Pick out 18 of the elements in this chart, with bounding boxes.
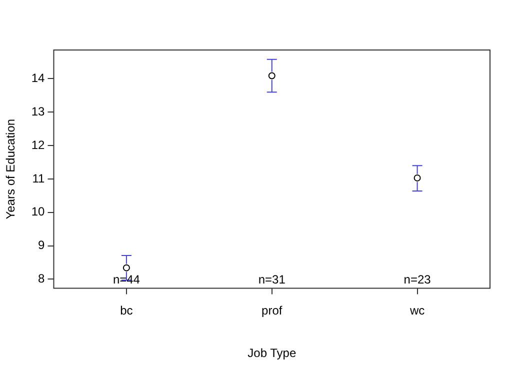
y-tick-label: 9 xyxy=(38,238,46,252)
y-tick-label: 10 xyxy=(31,204,46,219)
y-tick-label: 11 xyxy=(32,171,46,186)
point xyxy=(414,174,421,182)
y-axis-title: Years of Education xyxy=(4,118,18,220)
y-tick-label: 12 xyxy=(31,138,46,152)
annotation: n=44 xyxy=(112,272,140,287)
annotation: n=23 xyxy=(404,272,432,287)
x-tick-label: bc xyxy=(120,304,133,318)
y-tick-label: 13 xyxy=(31,104,46,118)
x-tick-label: prof xyxy=(262,304,283,318)
y-tick-label: 14 xyxy=(31,71,46,86)
annotation: n=31 xyxy=(258,272,286,287)
y-tick-label: 8 xyxy=(38,271,46,286)
x-tick-label: wc xyxy=(408,304,425,318)
point xyxy=(122,264,130,272)
point xyxy=(268,72,276,80)
x-axis-title: Job Type xyxy=(248,346,296,360)
